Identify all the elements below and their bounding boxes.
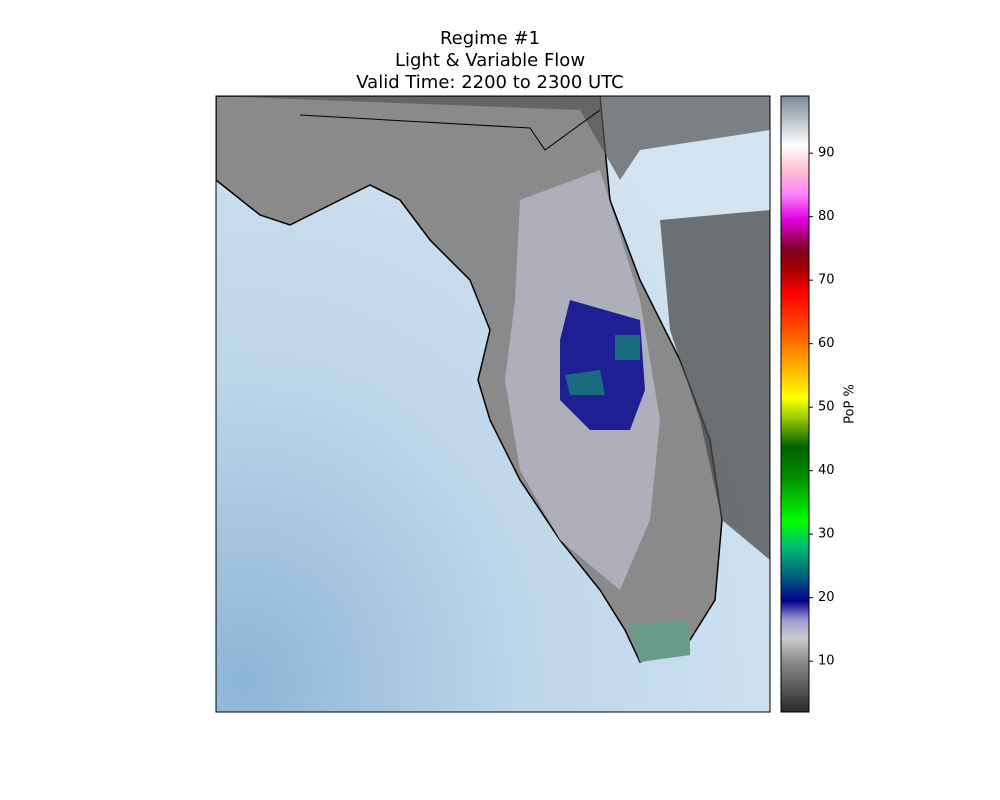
state-border	[299, 109, 601, 151]
colorbar-tick-label: 30	[818, 527, 835, 542]
colorbar-tick-label: 90	[818, 146, 835, 161]
colorbar-tick-label: 20	[818, 590, 835, 605]
high-pop	[560, 300, 645, 430]
everglades	[628, 620, 690, 662]
colorbar-tick-label: 40	[818, 463, 835, 478]
colorbar-tick-label: 60	[818, 336, 835, 351]
colorbar-tick-label: 10	[818, 654, 835, 669]
colorbar-tick-label: 50	[818, 400, 835, 415]
colorbar-label: PoP %	[843, 384, 858, 424]
land-north	[216, 96, 770, 180]
map	[216, 96, 770, 712]
colorbar	[780, 95, 810, 713]
chart-title: Light & Variable Flow	[395, 50, 585, 71]
colorbar-tick-label: 80	[818, 209, 835, 224]
map-frame	[215, 95, 771, 713]
higher-pop	[565, 335, 640, 395]
chart-title: Regime #1	[440, 28, 540, 49]
offshore-cells	[660, 210, 770, 560]
colorbar-tick-label: 70	[818, 273, 835, 288]
chart-title: Valid Time: 2200 to 2300 UTC	[356, 72, 623, 93]
